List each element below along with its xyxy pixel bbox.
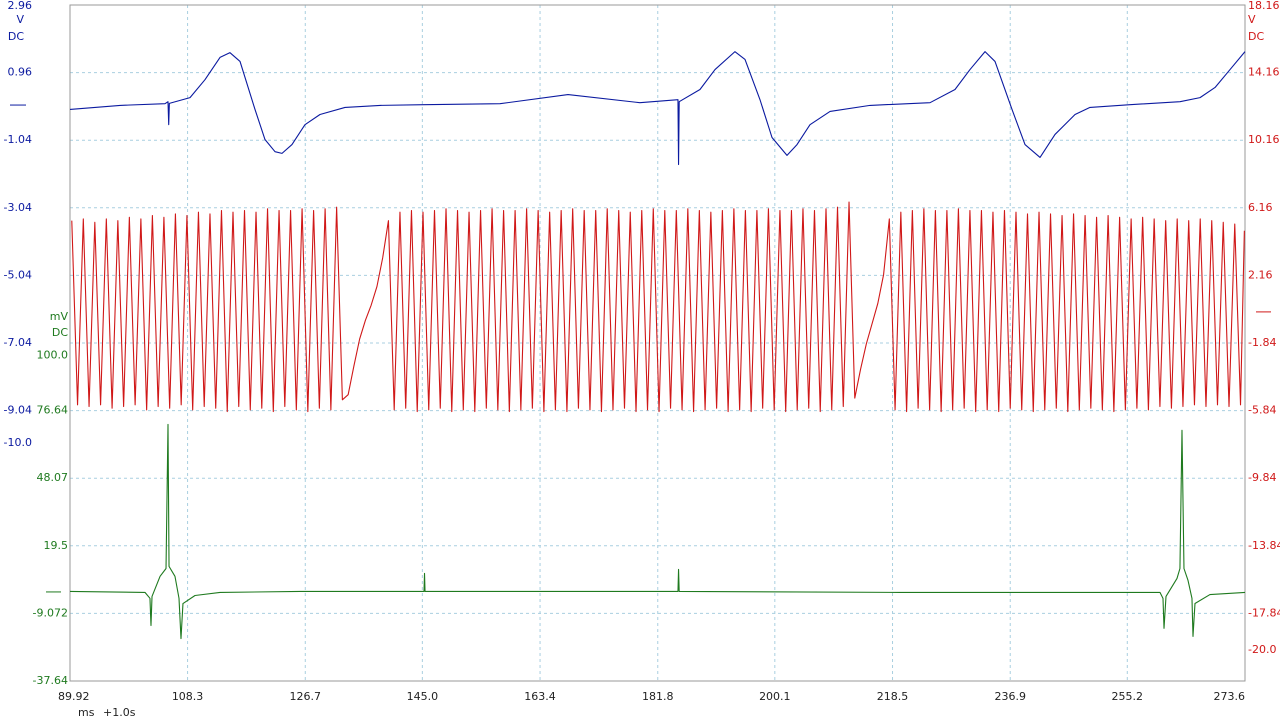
x-tick-label: 273.6 — [1214, 690, 1246, 703]
x-tick-label: 181.8 — [642, 690, 674, 703]
y-tick-label: 6.16 — [1248, 201, 1273, 214]
y-tick-label: 76.64 — [37, 404, 69, 417]
y-tick-label: -37.64 — [33, 674, 68, 687]
x-tick-label: 108.3 — [172, 690, 204, 703]
y-tick-label: 19.5 — [44, 539, 69, 552]
y-tick-label: 18.16 — [1248, 0, 1280, 12]
x-unit: ms — [78, 706, 95, 719]
y-tick-label: -7.04 — [4, 336, 32, 349]
y-tick-label: 2.16 — [1248, 268, 1273, 281]
x-offset: +1.0s — [103, 706, 136, 719]
y-tick-label: 10.16 — [1248, 133, 1280, 146]
y-tick-label: 2.96 — [8, 0, 33, 12]
axis-coupling: DC — [8, 30, 24, 43]
y-tick-label: 100.0 — [37, 348, 69, 361]
axis-unit: V — [16, 13, 24, 26]
plot-frame — [69, 4, 1246, 682]
x-tick-label: 163.4 — [524, 690, 556, 703]
x-tick-label: 218.5 — [877, 690, 909, 703]
y-tick-label: -10.0 — [4, 436, 32, 449]
x-tick-label: 89.92 — [58, 690, 90, 703]
y-tick-label: -20.0 — [1248, 643, 1276, 656]
axis-coupling: DC — [52, 326, 68, 339]
axis-coupling: DC — [1248, 30, 1264, 43]
axis-unit: mV — [50, 310, 69, 323]
x-tick-label: 236.9 — [994, 690, 1026, 703]
y-tick-label: 48.07 — [37, 471, 69, 484]
y-tick-label: -13.84 — [1248, 539, 1280, 552]
y-tick-label: -9.84 — [1248, 471, 1276, 484]
axis-unit: V — [1248, 13, 1256, 26]
y-tick-label: -5.84 — [1248, 404, 1276, 417]
y-tick-label: -5.04 — [4, 268, 32, 281]
labels: ms +1.0s 89.92 108.3 126.7 145.0 163.4 181.8 2… — [4, 0, 1280, 719]
y-tick-label: -1.04 — [4, 133, 32, 146]
x-tick-label: 255.2 — [1112, 690, 1144, 703]
trace — [69, 51, 1246, 166]
y-tick-label: -9.04 — [4, 404, 32, 417]
y-tick-label: 0.96 — [8, 66, 33, 79]
y-tick-label: -1.84 — [1248, 336, 1276, 349]
y-tick-label: -17.84 — [1248, 606, 1280, 619]
y-tick-label: -3.04 — [4, 201, 32, 214]
trace — [69, 423, 1246, 640]
trace — [71, 201, 1245, 413]
traces — [69, 51, 1246, 640]
x-tick-label: 145.0 — [407, 690, 439, 703]
y-tick-label: -9.072 — [33, 606, 68, 619]
x-tick-label: 126.7 — [290, 690, 322, 703]
x-tick-label: 200.1 — [759, 690, 791, 703]
y-tick-label: 14.16 — [1248, 66, 1280, 79]
